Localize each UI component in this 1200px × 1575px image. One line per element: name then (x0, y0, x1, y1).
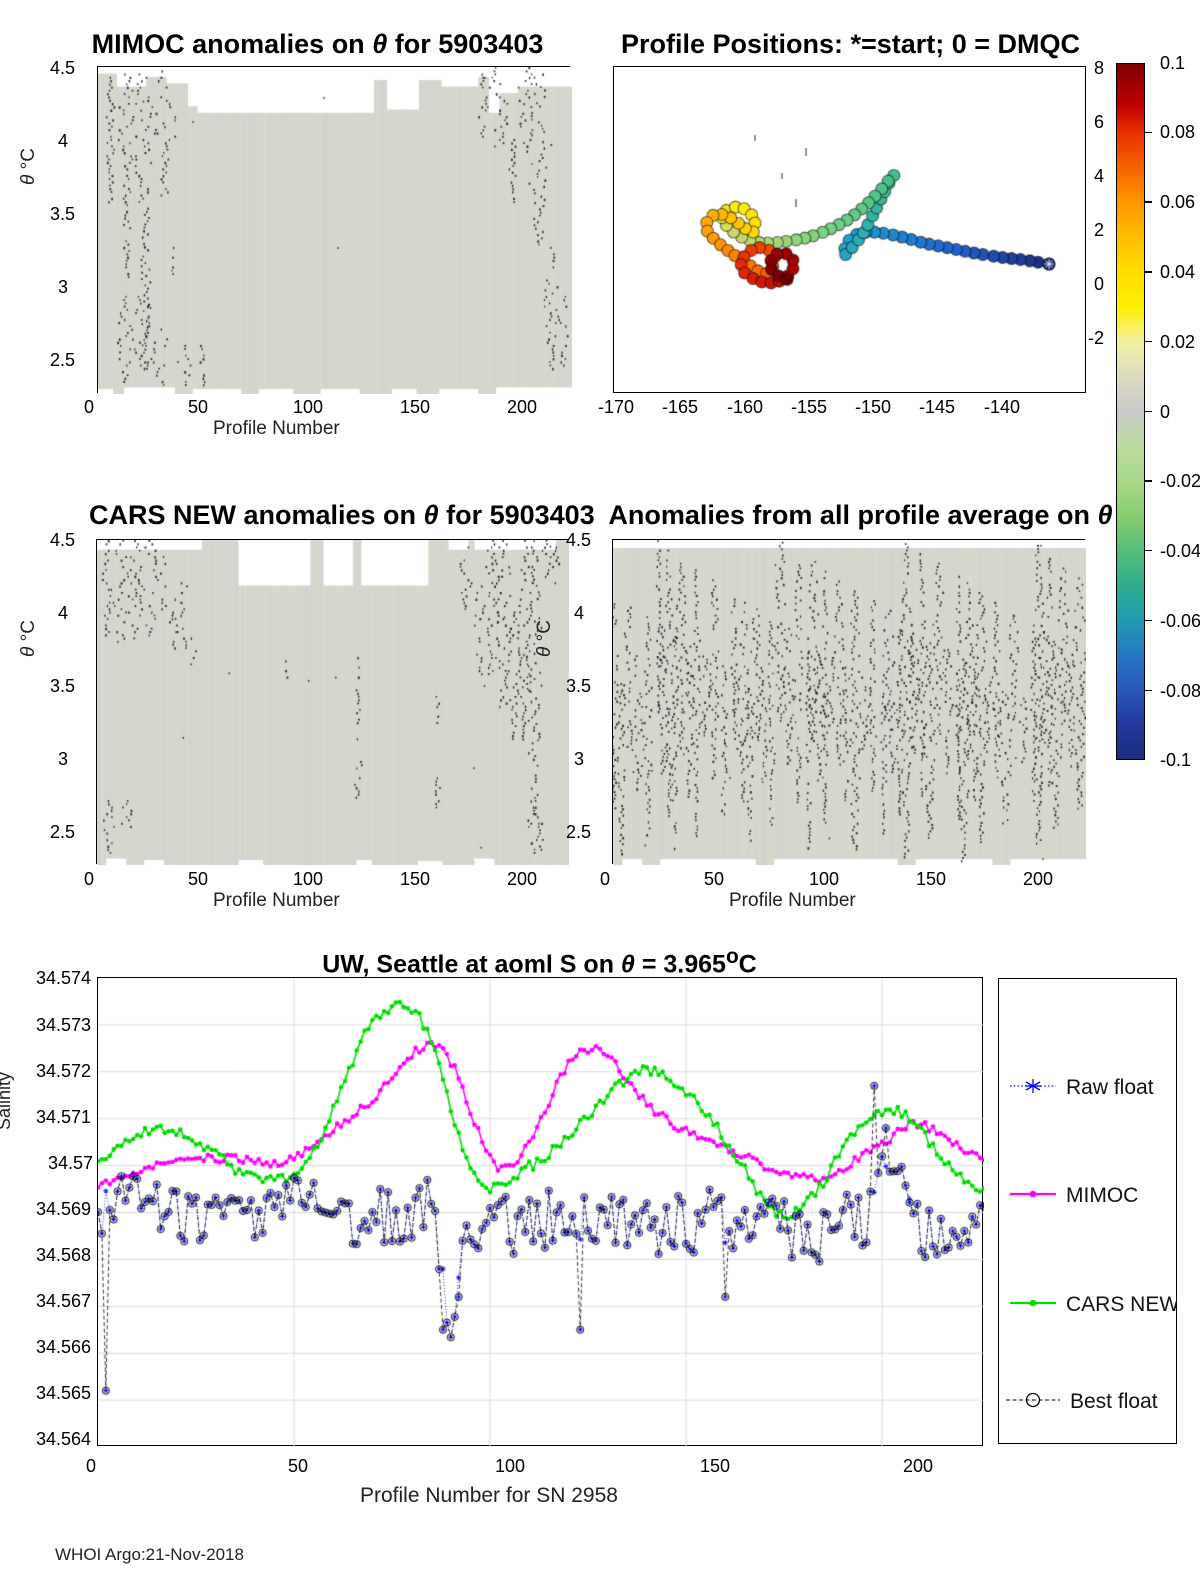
svg-text:CARS NEW: CARS NEW (1066, 1293, 1177, 1316)
svg-text:Raw float: Raw float (1066, 1076, 1154, 1099)
svg-text:Best float: Best float (1070, 1390, 1158, 1413)
svg-text:MIMOC: MIMOC (1066, 1184, 1138, 1207)
